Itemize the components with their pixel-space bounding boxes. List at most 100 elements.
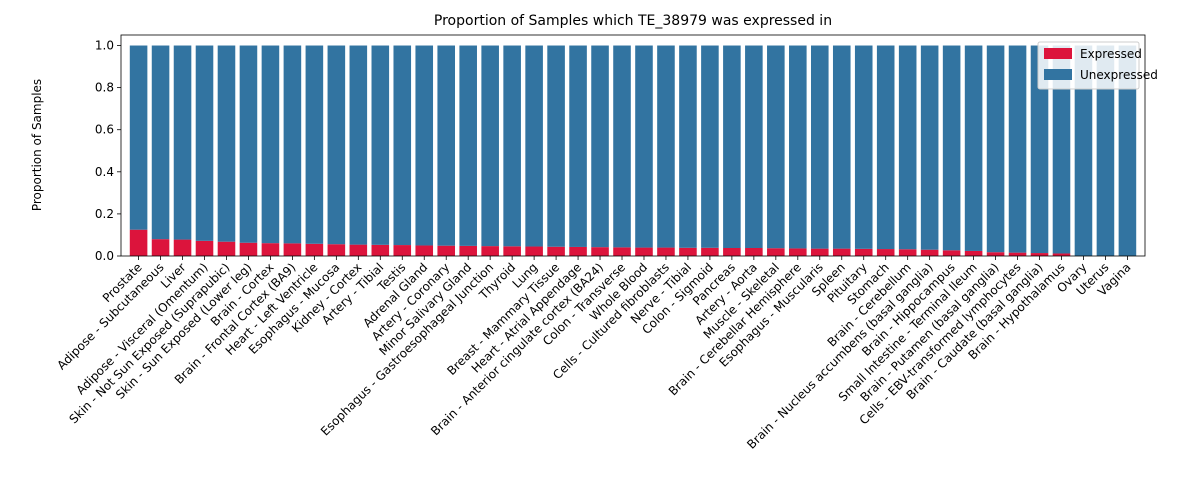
bar-expressed <box>1052 253 1071 256</box>
bar-unexpressed <box>217 45 236 242</box>
plot-frame <box>120 34 1146 257</box>
chart-title: Proportion of Samples which TE_38979 was… <box>434 13 832 29</box>
bar-expressed <box>898 249 917 256</box>
bar-unexpressed <box>349 45 368 245</box>
bar-expressed <box>986 252 1005 256</box>
bar-unexpressed <box>701 45 719 248</box>
bar-expressed <box>151 239 170 256</box>
bar-unexpressed <box>503 45 521 247</box>
legend-swatch <box>1044 48 1072 59</box>
bar-expressed <box>767 248 785 256</box>
bar-expressed <box>217 241 236 256</box>
bars-group <box>129 45 1137 256</box>
bar-unexpressed <box>591 45 609 248</box>
y-tick-label: 0.4 <box>95 165 114 179</box>
bar-expressed <box>942 250 961 256</box>
bar-expressed <box>701 247 719 256</box>
bar-unexpressed <box>525 45 543 247</box>
bar-unexpressed <box>1118 45 1137 256</box>
bar-expressed <box>635 247 653 256</box>
bar-unexpressed <box>393 45 412 246</box>
bar-unexpressed <box>789 45 807 249</box>
bar-expressed <box>525 246 543 256</box>
bar-expressed <box>283 243 302 256</box>
y-axis-label: Proportion of Samples <box>30 79 44 211</box>
bar-expressed <box>173 239 192 256</box>
bar-unexpressed <box>129 45 148 230</box>
legend: Expressed Unexpressed <box>1037 41 1158 90</box>
y-tick-label: 0.2 <box>95 207 114 221</box>
bar-expressed <box>964 250 983 256</box>
bar-unexpressed <box>679 45 697 248</box>
bar-unexpressed <box>767 45 785 249</box>
bar-unexpressed <box>986 45 1005 253</box>
bar-unexpressed <box>810 45 829 249</box>
bar-unexpressed <box>1030 45 1049 254</box>
bar-expressed <box>920 249 939 256</box>
bar-expressed <box>657 247 675 256</box>
legend-label: Unexpressed <box>1080 68 1158 82</box>
bar-unexpressed <box>964 45 983 251</box>
bar-expressed <box>129 229 148 256</box>
bar-unexpressed <box>481 45 499 247</box>
bar-expressed <box>810 248 829 256</box>
bar-unexpressed <box>898 45 917 250</box>
bar-expressed <box>569 246 587 256</box>
legend-label: Expressed <box>1080 47 1142 61</box>
bar-expressed <box>876 249 895 256</box>
bar-unexpressed <box>1052 45 1071 254</box>
bar-expressed <box>679 247 697 256</box>
bar-expressed <box>415 245 434 256</box>
bar-unexpressed <box>920 45 939 250</box>
bar-expressed <box>481 246 499 256</box>
bar-expressed <box>349 244 368 256</box>
y-tick-label: 0.6 <box>95 123 114 137</box>
bar-expressed <box>459 245 477 256</box>
bar-expressed <box>261 243 280 256</box>
bar-expressed <box>371 244 390 256</box>
bar-expressed <box>305 243 324 256</box>
bar-expressed <box>613 247 631 256</box>
bar-expressed <box>327 244 346 256</box>
bar-unexpressed <box>942 45 961 251</box>
bar-unexpressed <box>305 45 324 244</box>
bar-expressed <box>1030 253 1049 256</box>
bar-unexpressed <box>173 45 192 240</box>
bar-unexpressed <box>613 45 631 248</box>
bar-unexpressed <box>437 45 456 246</box>
bar-unexpressed <box>327 45 346 245</box>
bar-unexpressed <box>657 45 675 248</box>
bar-expressed <box>745 248 763 256</box>
bar-unexpressed <box>547 45 565 247</box>
bar-unexpressed <box>635 45 653 248</box>
bar-unexpressed <box>151 45 170 240</box>
bar-unexpressed <box>1008 45 1027 253</box>
bar-unexpressed <box>876 45 895 250</box>
y-tick-label: 0.0 <box>95 249 114 263</box>
bar-expressed <box>393 245 412 256</box>
bar-unexpressed <box>415 45 434 246</box>
bar-unexpressed <box>745 45 763 248</box>
bar-unexpressed <box>283 45 302 244</box>
bar-expressed <box>854 248 873 256</box>
legend-swatch <box>1044 69 1072 80</box>
bar-expressed <box>195 240 214 256</box>
bar-expressed <box>591 247 609 256</box>
bar-unexpressed <box>239 45 258 243</box>
bar-unexpressed <box>569 45 587 247</box>
bar-unexpressed <box>371 45 390 245</box>
y-tick-label: 0.8 <box>95 81 114 95</box>
bar-unexpressed <box>832 45 851 249</box>
y-tick-label: 1.0 <box>95 39 114 53</box>
bar-unexpressed <box>261 45 280 244</box>
bar-expressed <box>239 242 258 256</box>
bar-unexpressed <box>195 45 214 241</box>
bar-unexpressed <box>723 45 741 248</box>
bar-expressed <box>789 248 807 256</box>
bar-unexpressed <box>459 45 477 246</box>
bar-expressed <box>437 245 456 256</box>
bar-unexpressed <box>1074 45 1093 256</box>
bar-expressed <box>723 248 741 256</box>
bar-expressed <box>503 246 521 256</box>
